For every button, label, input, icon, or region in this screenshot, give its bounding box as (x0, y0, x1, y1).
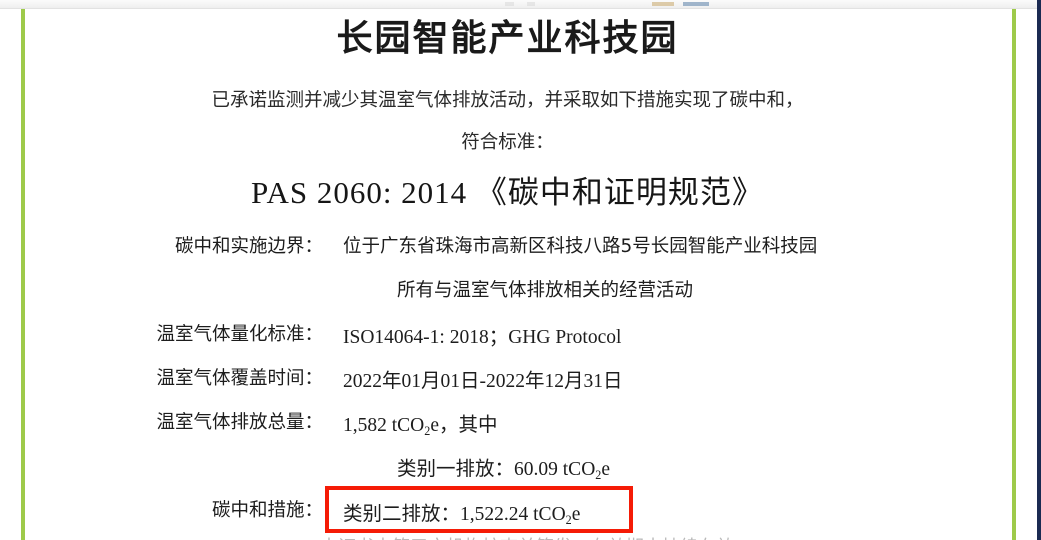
detail-row-quantification-standard: 温室气体量化标准： ISO14064-1: 2018；GHG Protocol (25, 316, 990, 360)
detail-value-boundary: 位于广东省珠海市高新区科技八路5号长园智能产业科技园 (343, 236, 818, 257)
detail-label-total-emissions: 温室气体排放总量： (156, 412, 323, 433)
detail-label-coverage-period: 温室气体覆盖时间： (156, 368, 323, 389)
category-two-unit-post: e (571, 504, 581, 525)
detail-row-total-emissions: 温室气体排放总量： 1,582 tCO2e，其中 (25, 404, 990, 448)
detail-value-category-one-emissions: 类别一排放：60.09 tCO2e (397, 452, 610, 482)
certificate-body: 长园智能产业科技园 已承诺监测并减少其温室气体排放活动，并采取如下措施实现了碳中… (25, 9, 1012, 540)
total-emissions-unit-pre: tCO (386, 415, 425, 436)
chrome-ghost-element (505, 2, 514, 6)
category-two-prefix: 类别二排放： (343, 504, 461, 525)
chrome-ghost-element (652, 2, 674, 6)
category-two-unit-subscript: 2 (565, 513, 572, 527)
category-two-unit-pre: tCO (528, 504, 566, 525)
navy-edge-strip (1037, 0, 1041, 540)
certificate-title: 长园智能产业科技园 (336, 18, 679, 59)
chrome-ghost-element (527, 2, 535, 6)
red-highlight-box (325, 486, 633, 533)
detail-label-neutrality-measure: 碳中和措施： (211, 500, 323, 521)
category-one-unit-post: e (601, 459, 610, 480)
detail-row-category-one-emissions: 类别一排放：60.09 tCO2e (25, 448, 990, 492)
detail-row-coverage-period: 温室气体覆盖时间： 2022年01月01日-2022年12月31日 (25, 360, 990, 404)
detail-value-total-emissions: 1,582 tCO2e，其中 (343, 408, 498, 438)
detail-label-boundary: 碳中和实施边界： (174, 236, 323, 257)
certificate-standard-reference: PAS 2060: 2014 《碳中和证明规范》 (251, 175, 764, 210)
green-border-left (21, 9, 25, 540)
detail-value-quantification-standard: ISO14064-1: 2018；GHG Protocol (343, 327, 622, 348)
cut-off-footer-text: 本证书由第三方机构核查并签发，有效期内持续有效 (320, 533, 880, 540)
category-one-prefix: 类别一排放： (397, 459, 515, 480)
detail-row-boundary: 碳中和实施边界： 位于广东省珠海市高新区科技八路5号长园智能产业科技园 (25, 228, 990, 272)
certificate-subtitle-line-2: 符合标准： (461, 132, 554, 153)
total-emissions-unit-subscript: 2 (424, 424, 431, 438)
detail-value-coverage-period: 2022年01月01日-2022年12月31日 (343, 371, 623, 392)
category-one-unit-pre: tCO (557, 459, 596, 480)
top-chrome-strip (0, 0, 1041, 9)
detail-row-boundary-continued: 所有与温室气体排放相关的经营活动 (25, 272, 990, 316)
total-emissions-suffix: ，其中 (438, 415, 498, 436)
green-border-right (1012, 9, 1016, 540)
certificate-subtitle-line-1: 已承诺监测并减少其温室气体排放活动，并采取如下措施实现了碳中和， (211, 90, 804, 111)
detail-label-quantification-standard: 温室气体量化标准： (156, 324, 323, 345)
detail-value-category-two-emissions: 类别二排放：1,522.24 tCO2e (343, 497, 581, 527)
detail-value-boundary-line-2: 所有与温室气体排放相关的经营活动 (397, 280, 694, 301)
chrome-ghost-element (683, 2, 709, 6)
category-one-number: 60.09 (514, 459, 558, 480)
total-emissions-number: 1,582 (343, 415, 387, 436)
category-one-unit-subscript: 2 (595, 468, 602, 482)
certificate-detail-rows: 碳中和实施边界： 位于广东省珠海市高新区科技八路5号长园智能产业科技园 所有与温… (25, 228, 990, 536)
detail-row-neutrality-measure: 碳中和措施： 类别二排放：1,522.24 tCO2e (25, 486, 990, 536)
category-two-number: 1,522.24 (460, 504, 529, 525)
total-emissions-unit-post: e (430, 415, 439, 436)
